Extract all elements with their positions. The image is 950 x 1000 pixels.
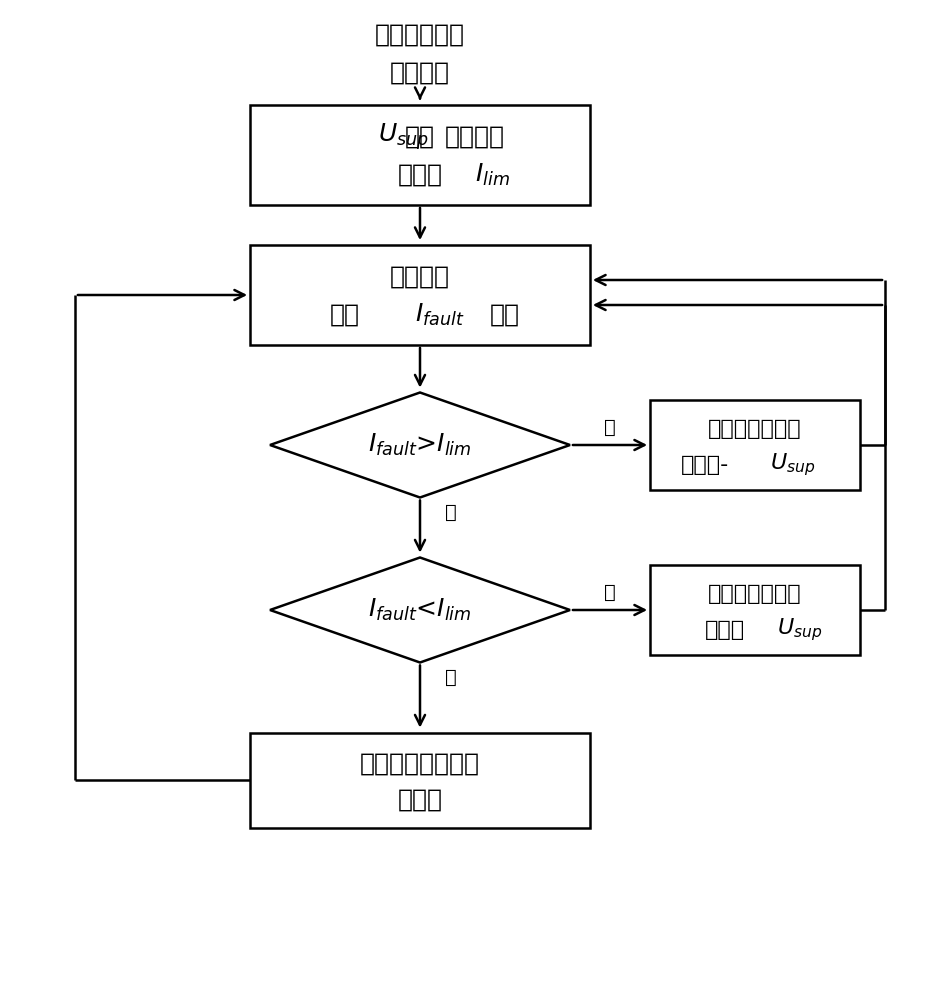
Text: 流限值: 流限值 [397,163,443,187]
FancyBboxPatch shape [650,565,860,655]
Text: 大小: 大小 [490,303,520,327]
Text: 控制为: 控制为 [705,620,745,640]
Text: $U_{sup}$: $U_{sup}$ [770,452,816,478]
FancyBboxPatch shape [250,105,590,205]
Text: 是: 是 [604,418,616,436]
Text: 直流双极短路: 直流双极短路 [375,23,465,47]
Text: $I_{lim}$: $I_{lim}$ [475,162,510,188]
Text: 电流: 电流 [330,303,360,327]
Text: 将直流母线电压: 将直流母线电压 [708,419,802,439]
Text: 是: 是 [604,582,616,601]
Text: 故障引入: 故障引入 [390,61,450,85]
Text: 将直流母线电压: 将直流母线电压 [708,584,802,604]
FancyBboxPatch shape [250,732,590,828]
Text: 将直流母线电压控: 将直流母线电压控 [360,752,480,776]
FancyBboxPatch shape [250,245,590,345]
FancyBboxPatch shape [650,400,860,490]
Text: $U_{sup}$: $U_{sup}$ [378,122,428,152]
Text: 、故障电: 、故障电 [445,125,505,149]
Polygon shape [270,392,570,498]
Text: 控制为-: 控制为- [681,455,730,475]
Text: $U_{sup}$: $U_{sup}$ [777,617,823,643]
Text: $I_{fault}$>$I_{lim}$: $I_{fault}$>$I_{lim}$ [369,432,472,458]
Text: 判断故障: 判断故障 [390,265,450,289]
Text: $I_{fault}$: $I_{fault}$ [415,302,465,328]
Polygon shape [270,558,570,662]
Text: 制为零: 制为零 [397,788,443,812]
Text: $I_{fault}$<$I_{lim}$: $I_{fault}$<$I_{lim}$ [369,597,472,623]
Text: 计算: 计算 [405,125,435,149]
Text: 否: 否 [445,668,457,687]
Text: 否: 否 [445,503,457,522]
